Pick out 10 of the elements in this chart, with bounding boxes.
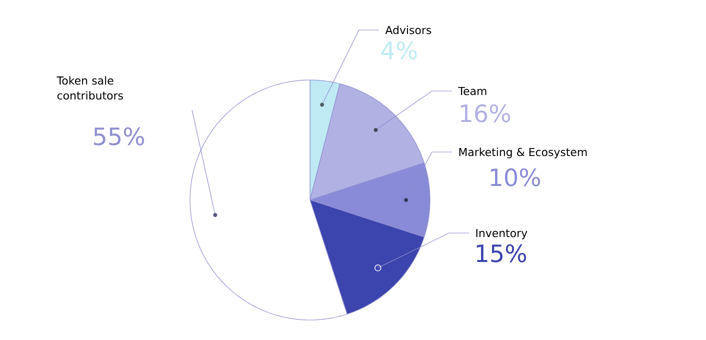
slice-label: Marketing & Ecosystem [459,148,587,158]
data-label: 55% [94,127,144,146]
slice-label: Token sale contributors [56,76,123,100]
data-label: 16% [460,104,510,122]
data-label: 15% [476,244,526,262]
slice-label: Advisors [385,26,432,34]
data-label: 4% [381,41,417,60]
data-label: 10% [490,168,540,186]
slice-label: Team [458,87,486,96]
slice-label: Inventory [476,229,528,240]
